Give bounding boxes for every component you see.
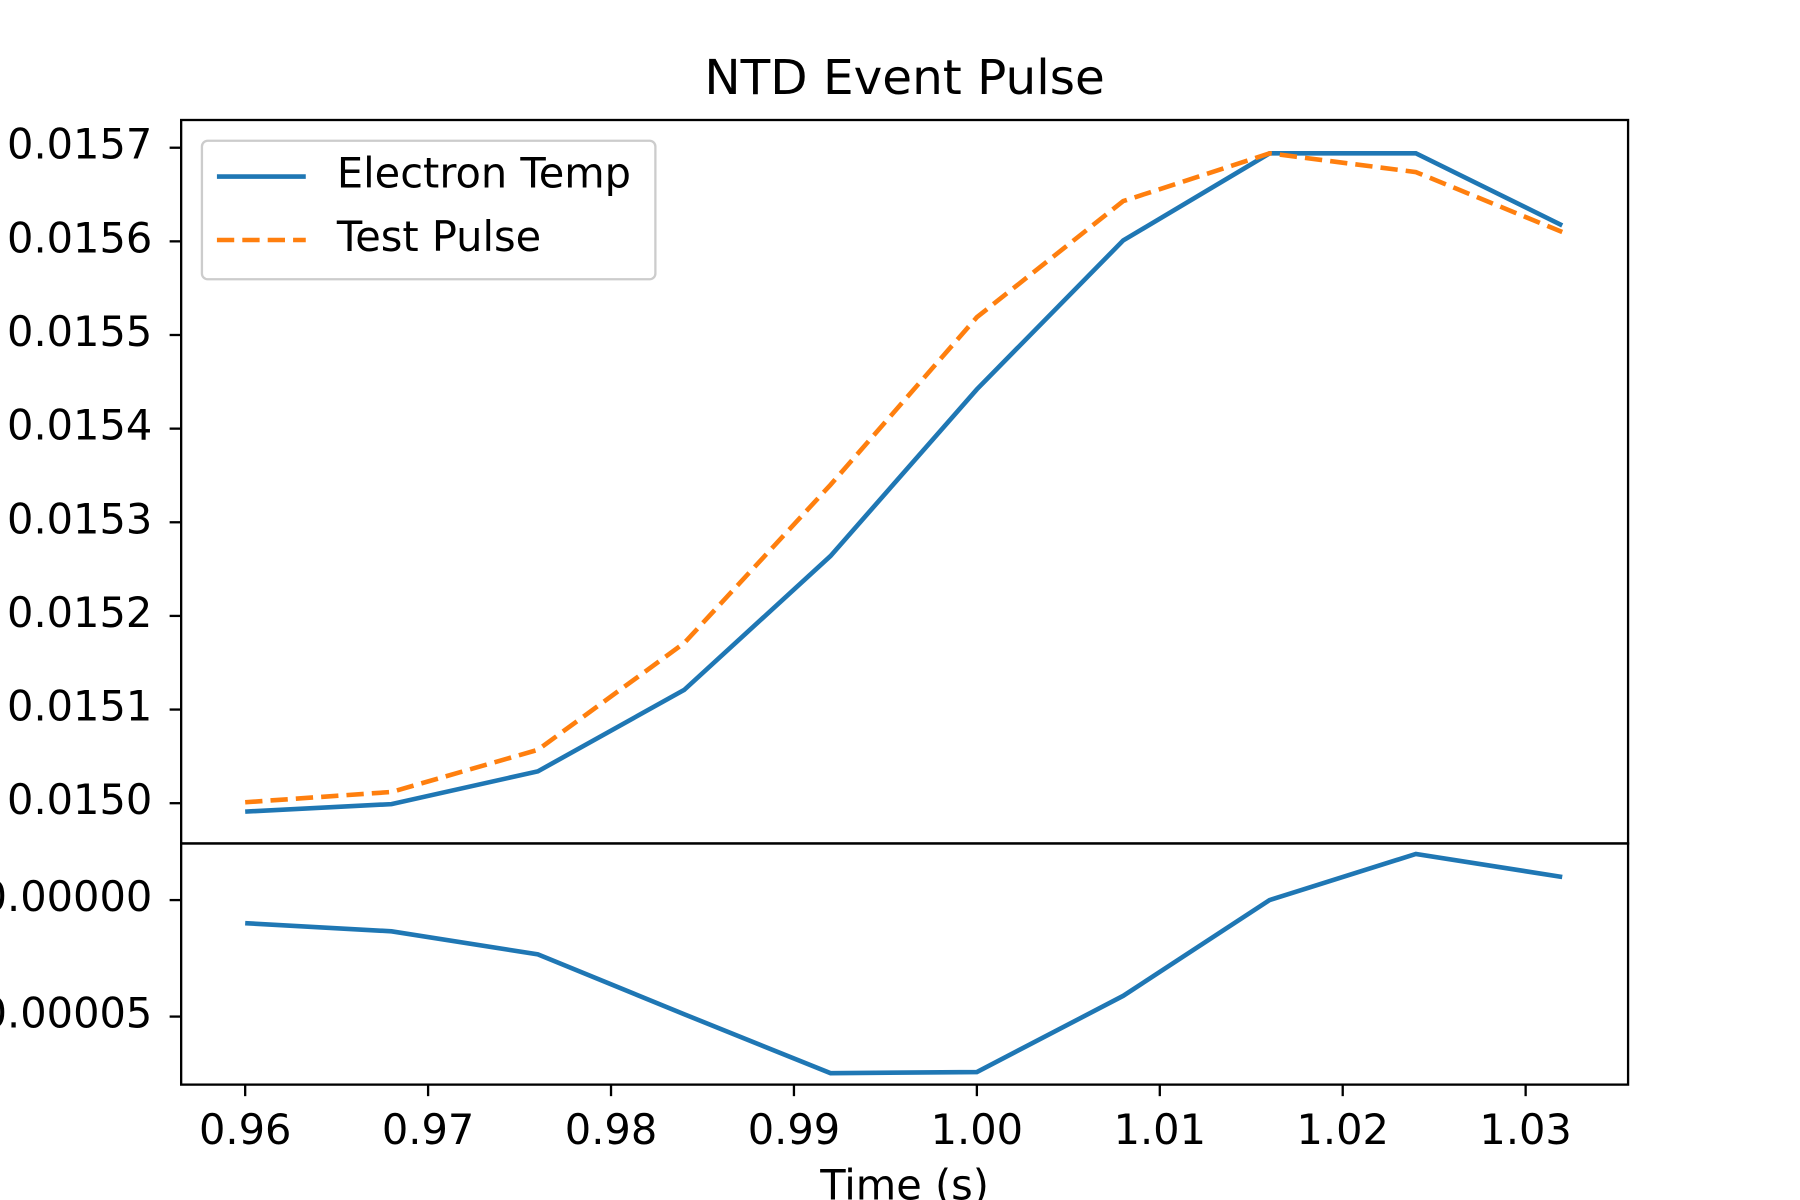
chart-title: NTD Event Pulse	[704, 50, 1104, 106]
series-line	[245, 851, 1563, 1076]
y-tick-label: 0.0155	[7, 307, 152, 356]
x-tick-label: 0.98	[565, 1105, 657, 1154]
y-tick-label: 0.0156	[7, 213, 152, 262]
y-tick-label: 0.0152	[7, 588, 152, 637]
series-line	[245, 151, 1564, 814]
x-tick-label: 0.96	[199, 1105, 291, 1154]
x-tick-label: 0.99	[748, 1105, 840, 1154]
x-tick-label: 1.01	[1114, 1105, 1206, 1154]
x-tick-label: 1.02	[1296, 1105, 1388, 1154]
y-tick-label: −0.00005	[0, 989, 152, 1038]
x-tick-label: 0.97	[382, 1105, 474, 1154]
y-tick-label: 0.00000	[0, 872, 152, 921]
series-line	[245, 150, 1564, 805]
x-tick-label: 1.00	[931, 1105, 1023, 1154]
y-tick-label: 0.0153	[7, 494, 152, 543]
x-tick-label: 1.03	[1479, 1105, 1571, 1154]
legend-label: Electron Temp	[337, 149, 631, 198]
legend: Electron Temp Test Pulse	[200, 139, 657, 281]
legend-box	[200, 139, 657, 281]
y-tick-label: 0.0154	[7, 401, 152, 450]
y-tick-label: 0.0151	[7, 682, 152, 731]
y-tick-label: 0.0150	[7, 775, 152, 824]
y-tick-label: 0.0157	[7, 120, 152, 169]
legend-label: Test Pulse	[336, 212, 541, 261]
x-axis-label: Time (s)	[819, 1160, 989, 1200]
plot-frame	[179, 842, 1630, 1086]
